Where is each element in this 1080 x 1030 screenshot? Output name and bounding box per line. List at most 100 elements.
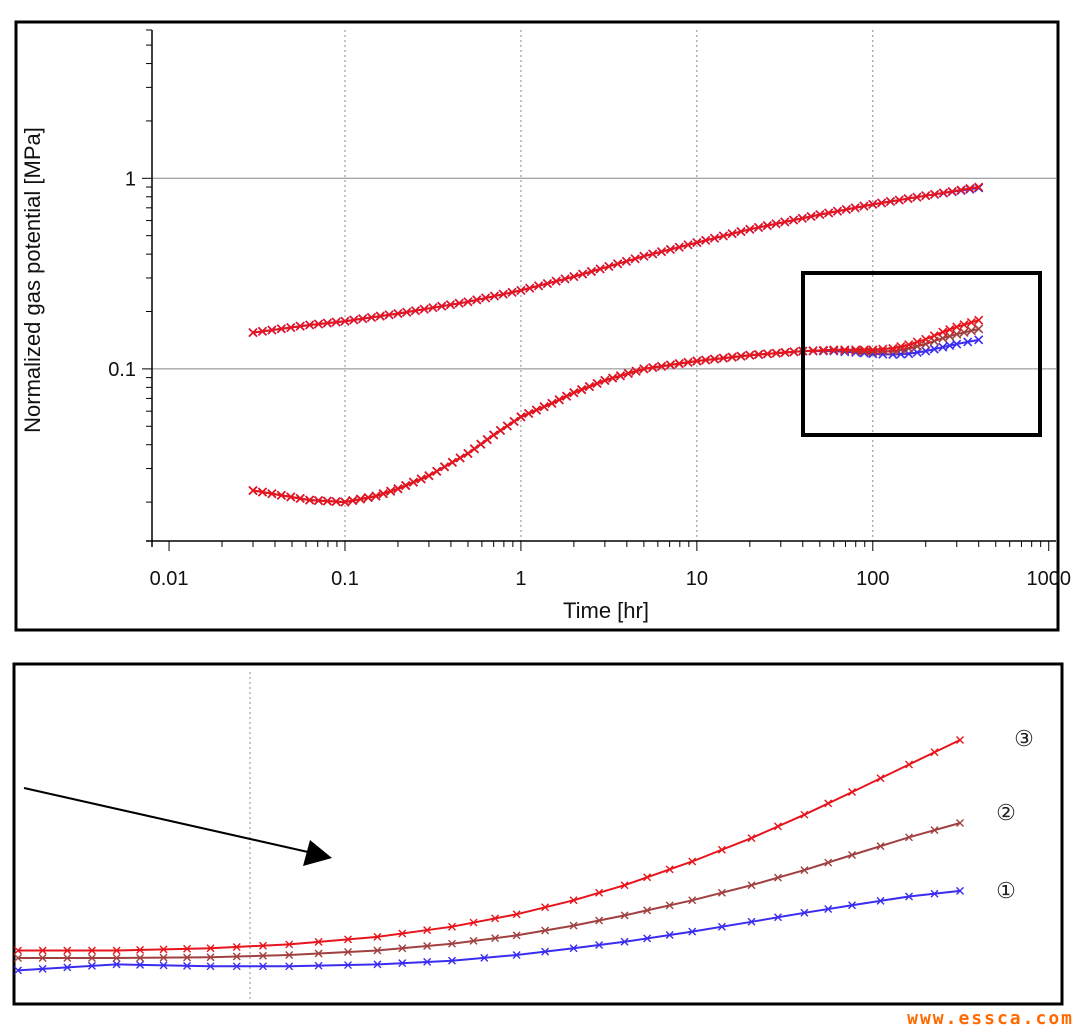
derivative-case3-marker — [727, 352, 737, 362]
zoom-case-3-line — [18, 739, 961, 952]
pressure-case3-marker — [692, 238, 702, 248]
zoom-case-3-marker — [491, 914, 500, 923]
derivative-case3-marker — [524, 408, 534, 419]
zoom-case-2-marker — [183, 953, 192, 962]
derivative-case3-marker — [276, 490, 286, 500]
zoom-case-2-marker — [773, 873, 782, 882]
pressure-case3-marker — [674, 242, 684, 252]
zoom-case-3-marker — [905, 760, 914, 769]
derivative-case3-marker — [808, 346, 818, 356]
zoom-case-2-marker — [876, 842, 885, 851]
watermark-text: www.essca.com — [907, 1008, 1074, 1029]
zoom-case-3-marker — [448, 922, 456, 931]
zoom-case-1-marker — [595, 941, 604, 949]
pressure-case3-marker — [542, 278, 552, 289]
zoom-case-1-marker — [38, 964, 47, 973]
main-chart-grid — [152, 30, 1056, 541]
derivative-case2-marker — [859, 346, 869, 356]
derivative-case3-marker — [577, 385, 587, 395]
derivative-case3-marker — [295, 493, 305, 504]
derivative-case3-marker — [531, 405, 541, 415]
x-tick-label: 100 — [856, 568, 889, 590]
zoom-case-3-marker — [423, 926, 432, 935]
x-tick-label: 0.1 — [331, 568, 359, 590]
zoom-case-1-marker — [800, 908, 809, 917]
zoom-case-1-marker — [159, 961, 168, 970]
zoom-case-1-marker — [136, 960, 145, 969]
derivative-case3-marker — [516, 412, 526, 422]
zoom-case-1-marker — [512, 951, 521, 959]
pressure-case3-marker — [921, 191, 931, 201]
zoom-case-1-marker — [112, 960, 121, 969]
zoom-case-2-marker — [469, 936, 478, 945]
pressure-case3-marker — [472, 295, 482, 305]
pressure-case3-marker — [753, 222, 764, 233]
derivative-case3-marker — [904, 340, 914, 350]
derivative-case3-marker — [476, 439, 486, 449]
zoom-case-3-marker — [688, 857, 697, 866]
zoom-case-3-marker — [183, 944, 192, 953]
annotation-arrow-line — [23, 787, 309, 853]
pressure-case3-marker — [428, 303, 438, 313]
pressure-case3-marker — [718, 231, 728, 241]
derivative-case1-line — [252, 338, 979, 504]
derivative-case3-marker — [780, 347, 790, 358]
pressure-case3-marker — [331, 317, 341, 327]
pressure-case3-marker — [313, 319, 324, 329]
derivative-case3-marker — [248, 485, 258, 496]
derivative-case3-marker — [547, 398, 557, 408]
zoom-case-1-marker — [688, 927, 697, 936]
zoom-case-2-marker — [491, 934, 500, 943]
zoom-case-3-marker — [824, 799, 833, 808]
pressure-case3-marker — [727, 229, 737, 239]
pressure-case3-marker — [630, 254, 640, 264]
zoom-case-1-marker — [423, 957, 432, 966]
zoom-case-1-marker — [620, 937, 629, 946]
zoom-case-2-marker — [956, 818, 964, 827]
zoom-case-1-marker — [876, 896, 885, 905]
zoom-case-2-marker — [569, 921, 578, 930]
derivative-case3-marker — [648, 363, 658, 373]
zoom-case-2-marker — [800, 866, 809, 875]
derivative-case3-marker — [371, 491, 381, 501]
pressure-case3-marker — [745, 224, 755, 234]
main-chart-series — [248, 182, 984, 507]
zoom-case-2-marker — [930, 826, 939, 835]
zoom-case-3-marker — [717, 845, 726, 854]
derivative-case3-marker — [378, 489, 388, 499]
zoom-case-3-marker — [63, 946, 72, 955]
derivative-case3-marker — [683, 357, 693, 367]
pressure-case3-marker — [516, 285, 526, 296]
zoom-case-3-marker — [38, 946, 47, 955]
pressure-case3-marker — [419, 304, 429, 314]
pressure-case3-marker — [894, 195, 904, 205]
pressure-case3-marker — [257, 326, 268, 336]
zoom-case-3-marker — [512, 910, 521, 919]
zoom-case-2-marker — [373, 946, 382, 955]
derivative-case3-marker — [447, 457, 457, 467]
derivative-case3-marker — [878, 344, 888, 354]
zoom-case-1-marker — [773, 913, 782, 922]
derivative-case3-marker — [974, 315, 984, 325]
zoom-case-1-marker — [717, 922, 726, 931]
pressure-case3-marker — [797, 213, 807, 223]
derivative-case3-marker — [592, 378, 602, 389]
pressure-case3-marker — [551, 276, 561, 286]
zoom-case-3-marker — [773, 822, 782, 831]
derivative-case3-marker — [745, 350, 755, 360]
derivative-case3-marker — [424, 471, 434, 481]
pressure-case3-marker — [445, 300, 456, 310]
derivative-case3-marker — [322, 496, 332, 506]
pressure-case3-marker — [402, 307, 412, 317]
zoom-case-1-marker — [14, 966, 22, 975]
x-tick-label: 1000 — [1026, 568, 1071, 590]
pressure-case3-marker — [859, 201, 869, 211]
derivative-case3-marker — [340, 497, 350, 507]
zoom-case-1-marker — [905, 892, 914, 901]
derivative-case3-marker — [896, 341, 906, 352]
zoom-case-1-marker — [258, 962, 267, 971]
zoom-case-1-marker — [63, 963, 72, 972]
zoom-case-2-marker — [448, 939, 456, 948]
zoom-case-1-marker — [480, 953, 489, 962]
pressure-case3-marker — [815, 210, 825, 220]
